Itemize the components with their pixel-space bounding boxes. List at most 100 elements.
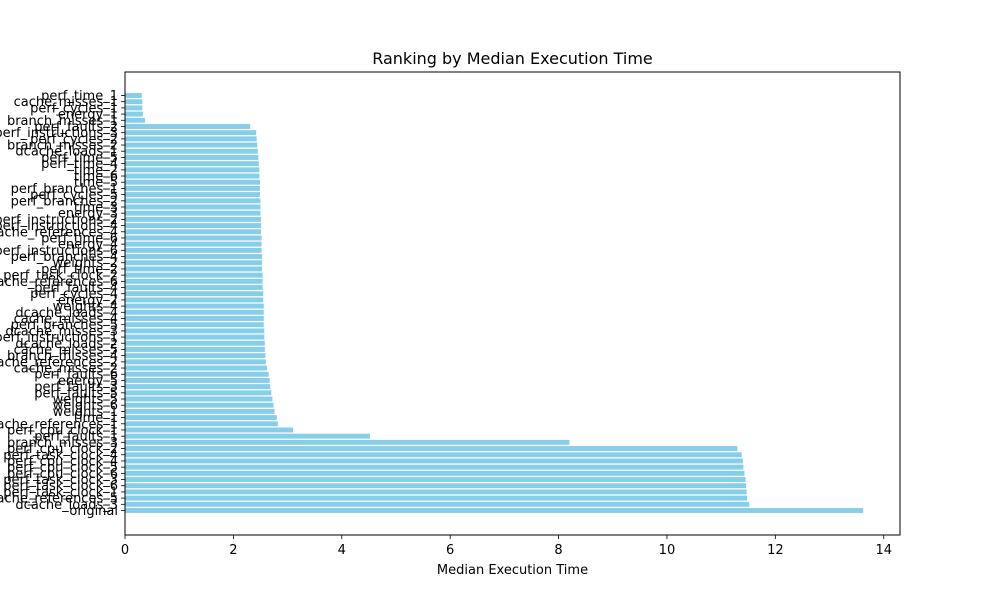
category-label: cache_references_6 bbox=[0, 275, 118, 290]
x-tick-label: 14 bbox=[875, 543, 892, 558]
bar-energy_2 bbox=[125, 297, 264, 303]
bar-branch_misses_1 bbox=[125, 117, 146, 123]
bar-perf_branches_1 bbox=[125, 185, 260, 191]
bar-perf_cpu_clock_6 bbox=[125, 470, 745, 476]
bar-time_6 bbox=[125, 173, 260, 179]
bar-cache_misses_5 bbox=[125, 346, 265, 352]
bar-dcache_loads_3 bbox=[125, 501, 750, 507]
category-label: perf_time_1 bbox=[41, 89, 118, 104]
category-label: branch_misses_1 bbox=[7, 114, 118, 129]
x-tick-label: 0 bbox=[121, 543, 129, 558]
category-label: weights_1 bbox=[53, 405, 118, 420]
bar-perf_cycles_1 bbox=[125, 105, 143, 111]
category-label: energy_4 bbox=[58, 238, 118, 253]
bar-branch_misses_3 bbox=[125, 439, 570, 445]
category-label: perf_faults_2 bbox=[34, 120, 118, 135]
category-label: perf_cycles_1 bbox=[30, 101, 118, 116]
bar-perf_task_clock_1 bbox=[125, 489, 747, 495]
category-label: weights_6 bbox=[53, 399, 118, 414]
bar-cache_references_2 bbox=[125, 359, 266, 365]
category-label: perf_task_clock_3 bbox=[3, 473, 118, 488]
bar-original bbox=[125, 508, 864, 513]
bar-time_5 bbox=[125, 179, 260, 185]
category-label: perf_instructions_1 bbox=[0, 331, 118, 346]
x-tick-label: 12 bbox=[767, 543, 784, 558]
bar-cache_references_6 bbox=[125, 278, 263, 284]
bar-energy_4 bbox=[125, 241, 262, 247]
category-label: perf_cycles_5 bbox=[30, 188, 118, 203]
category-label: dcache_loads_2 bbox=[15, 337, 118, 352]
x-tick-label: 2 bbox=[229, 543, 237, 558]
category-label: cache_misses_4 bbox=[14, 312, 118, 327]
category-label: perf_branches_4 bbox=[11, 250, 118, 265]
bar-branch_misses_2 bbox=[125, 142, 258, 148]
bar-perf_task_clock_3 bbox=[125, 477, 746, 483]
category-label: perf_cpu_clock_6 bbox=[7, 467, 118, 482]
category-label: perf_instructions_6 bbox=[0, 244, 118, 259]
bar-perf_instructions_6 bbox=[125, 247, 262, 253]
bar-perf_task_clock_2 bbox=[125, 272, 263, 278]
bar-perf_time_4 bbox=[125, 161, 259, 167]
category-label: perf_branches_2 bbox=[11, 194, 118, 209]
category-label: cache_misses_5 bbox=[14, 343, 118, 358]
category-labels: originaldcache_loads_3cache_references_5… bbox=[0, 89, 125, 519]
bar-time_3 bbox=[125, 204, 261, 210]
bar-perf_cycles_4 bbox=[125, 291, 264, 297]
category-label: weights_5 bbox=[53, 393, 118, 408]
bar-dcache_loads_1 bbox=[125, 148, 258, 154]
x-tick-label: 10 bbox=[659, 543, 676, 558]
category-label: perf_cpu_clock_1 bbox=[7, 423, 118, 438]
x-tick-label: 6 bbox=[446, 543, 454, 558]
bar-time_1 bbox=[125, 415, 277, 421]
bar-dcache_loads_4 bbox=[125, 309, 264, 315]
x-tick-label: 4 bbox=[338, 543, 346, 558]
category-label: perf_faults_1 bbox=[34, 430, 118, 445]
bar-weights_6 bbox=[125, 402, 274, 408]
category-label: perf_instructions_2 bbox=[0, 213, 118, 228]
bar-energy_1 bbox=[125, 111, 143, 117]
bar-perf_cpu_clock_5 bbox=[125, 464, 744, 470]
bar-perf_instructions_2 bbox=[125, 216, 262, 222]
category-label: branch_misses_2 bbox=[7, 139, 118, 154]
bar-perf_time_6 bbox=[125, 235, 262, 241]
bar-dcache_misses_3 bbox=[125, 328, 265, 334]
chart-title: Ranking by Median Execution Time bbox=[372, 49, 653, 68]
bar-perf_branches_2 bbox=[125, 198, 261, 204]
category-label: perf_instructions_4 bbox=[0, 219, 118, 234]
bar-perf_branches_5 bbox=[125, 322, 264, 328]
plot-frame bbox=[124, 71, 901, 536]
bar-branch_misses_4 bbox=[125, 353, 266, 359]
bar-weights_4 bbox=[125, 303, 264, 309]
category-label: perf_faults_3 bbox=[34, 380, 118, 395]
category-label: perf_cpu_clock_4 bbox=[7, 454, 118, 469]
bar-weights_5 bbox=[125, 396, 273, 402]
category-label: dcache_loads_3 bbox=[15, 498, 118, 513]
category-label: perf_task_clock_2 bbox=[3, 269, 118, 284]
category-label: weights_4 bbox=[53, 300, 118, 315]
bar-cache_references_1 bbox=[125, 421, 278, 427]
bar-perf_task_clock_6 bbox=[125, 483, 747, 489]
category-label: branch_misses_4 bbox=[7, 349, 118, 364]
bar-perf_instructions_4 bbox=[125, 223, 262, 229]
category-label: perf_faults_5 bbox=[34, 386, 118, 401]
category-label: time_2 bbox=[74, 163, 118, 178]
bar-weights_2 bbox=[125, 260, 263, 266]
bar-perf_time_2 bbox=[125, 266, 263, 272]
bar-cache_references_4 bbox=[125, 229, 262, 235]
bar-energy_3 bbox=[125, 210, 261, 216]
category-label: perf_faults_4 bbox=[34, 281, 118, 296]
category-label: cache_misses_1 bbox=[14, 95, 118, 110]
category-label: perf_cpu_clock_5 bbox=[7, 461, 118, 476]
category-label: time_3 bbox=[74, 200, 118, 215]
bar-perf_branches_4 bbox=[125, 254, 263, 260]
category-label: cache_references_2 bbox=[0, 355, 118, 370]
category-label: perf_cycles_4 bbox=[30, 287, 118, 302]
category-label: perf_cpu_clock_2 bbox=[7, 442, 118, 457]
category-label: perf_time_5 bbox=[41, 151, 118, 166]
bar-perf_time_1 bbox=[125, 93, 142, 98]
category-label: branch_misses_3 bbox=[7, 436, 118, 451]
category-label: time_5 bbox=[74, 176, 118, 191]
category-label: cache_references_1 bbox=[0, 417, 118, 432]
category-label: energy_2 bbox=[58, 293, 118, 308]
